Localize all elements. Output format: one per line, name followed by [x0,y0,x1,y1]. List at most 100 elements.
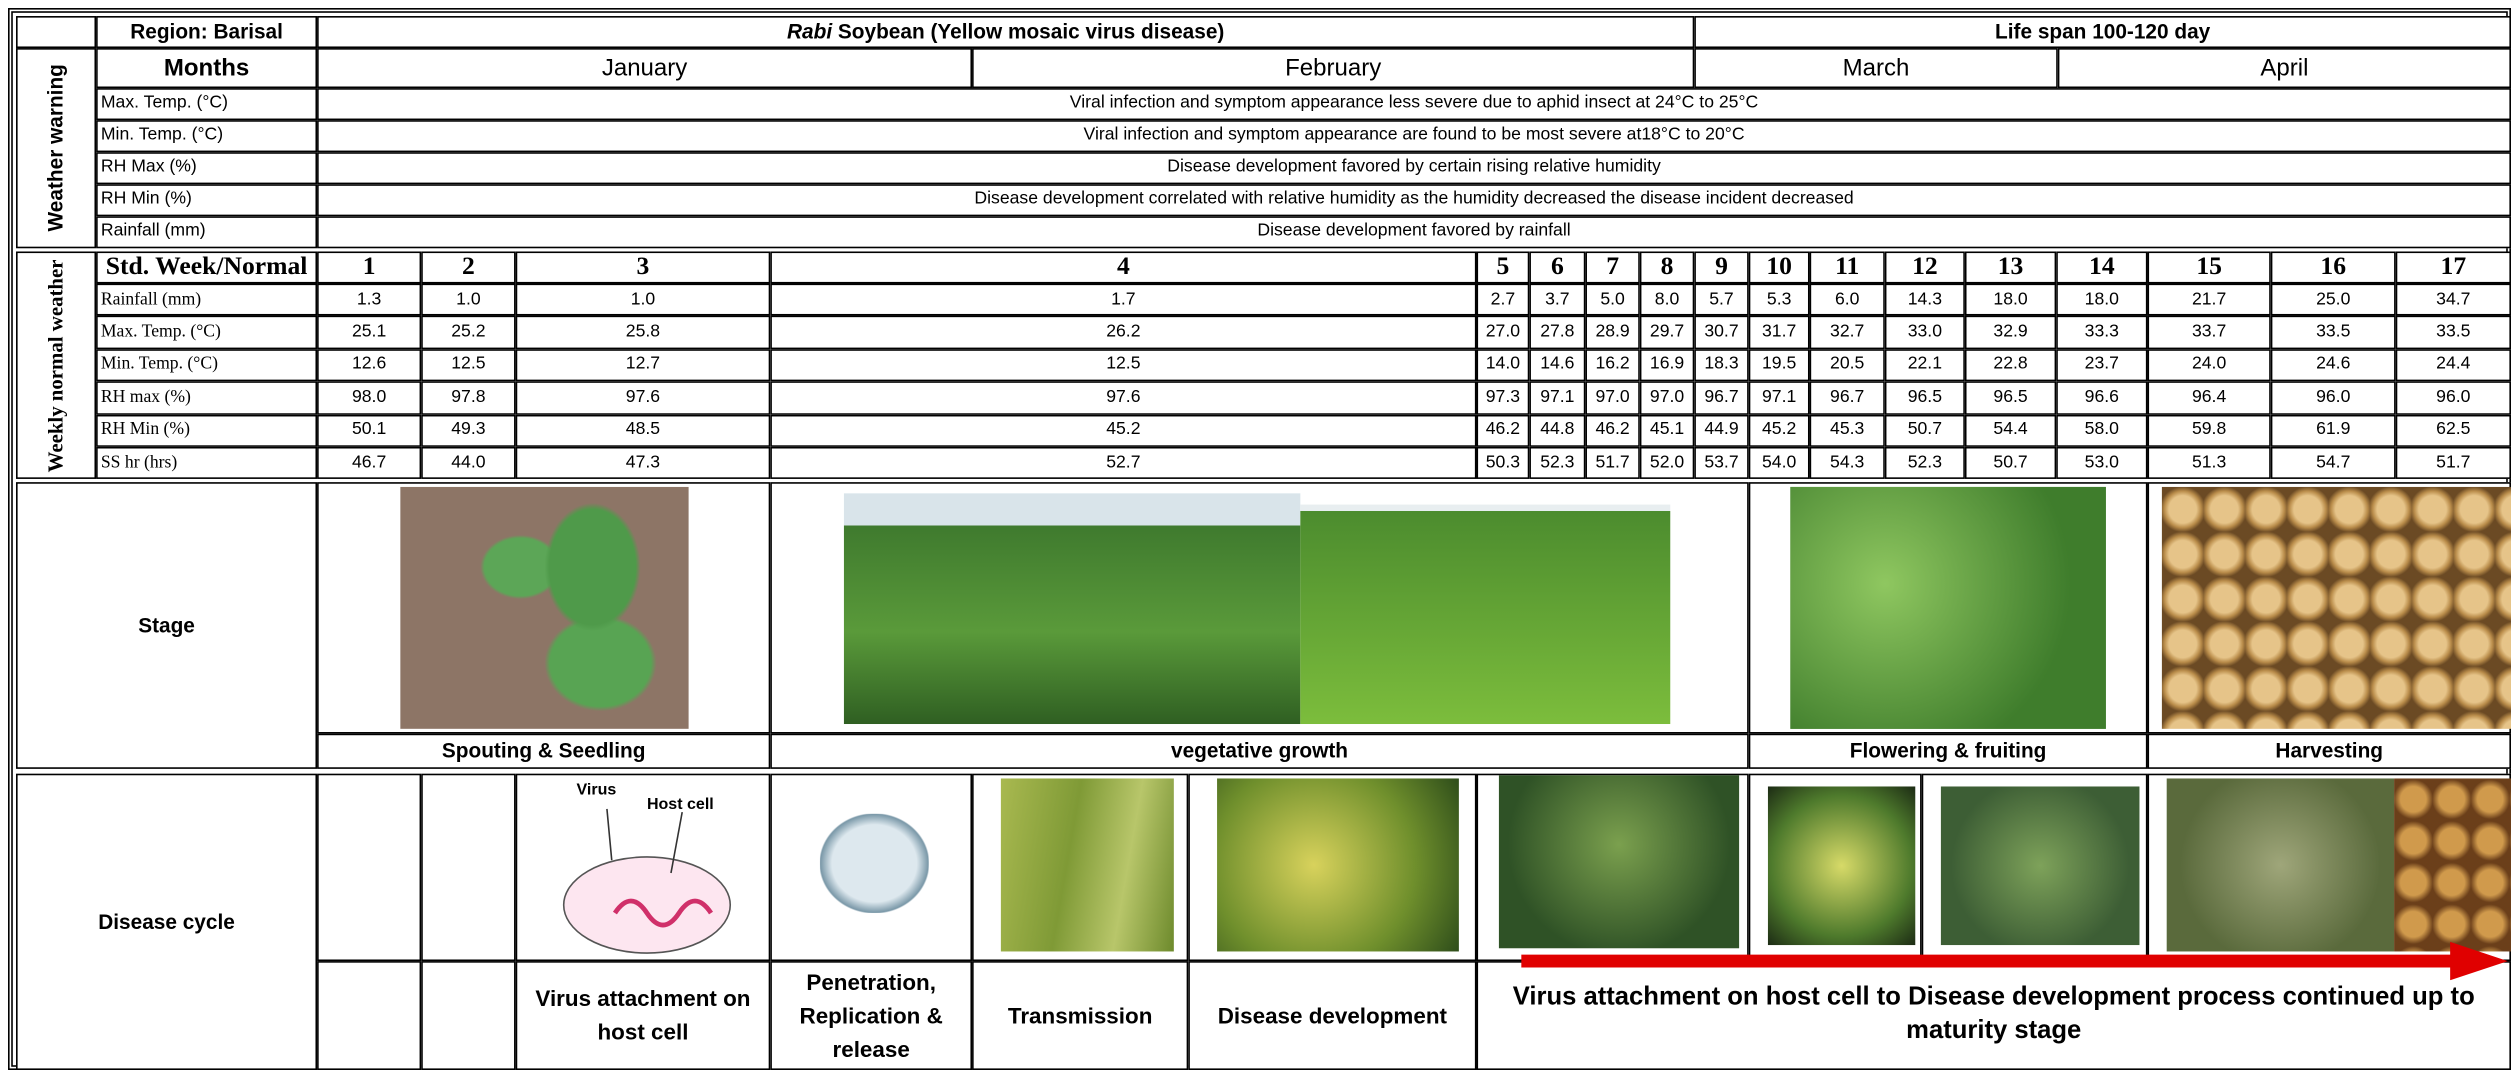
value: 62.5 [2396,414,2511,447]
value: 24.0 [2147,349,2270,382]
value: 98.0 [317,382,421,415]
value: 27.0 [1476,316,1529,349]
stage-label: Stage [16,482,317,769]
value: 12.5 [421,349,515,382]
blank-cell [317,961,421,1070]
value: 59.8 [2147,414,2270,447]
value: 24.4 [2396,349,2511,382]
week-number: 5 [1476,251,1529,283]
region: Region: Barisal [96,16,317,48]
value: 2.7 [1476,284,1529,317]
photo-cell [317,774,421,961]
value: 14.3 [1885,284,1965,317]
leaf-photo [1941,786,2140,945]
value: 97.3 [1476,382,1529,415]
field-photo [1300,505,1670,724]
leaf-photo [1001,778,1174,951]
parameter: Min. Temp. (°C) [96,120,317,152]
value: 19.5 [1749,349,1810,382]
side-label: Weekly normal weather [16,251,96,478]
value: 27.8 [1529,316,1585,349]
host-cell-label: Host cell [647,796,759,818]
title-italic: Rabi [787,20,832,45]
parameter: Rainfall (mm) [96,216,317,248]
plant-photo [2167,778,2394,951]
value: 51.7 [1585,447,1639,480]
week-number: 15 [2147,251,2270,283]
value: 12.5 [770,349,1476,382]
value: 54.7 [2271,447,2396,480]
value: 25.1 [317,316,421,349]
value: 53.0 [2056,447,2147,480]
stage-phase: Flowering & fruiting [1749,734,2148,769]
disease-step: Disease development [1188,961,1476,1070]
parameter: RH Min (%) [96,184,317,216]
month: April [2058,48,2511,88]
week-number: 13 [1965,251,2056,283]
side-label: Weather warning [16,48,96,248]
arrow [1505,942,2511,980]
document: Region: BarisalRabi Soybean (Yellow mosa… [0,0,2511,1070]
parameter: Max. Temp. (°C) [96,88,317,120]
value: 33.7 [2147,316,2270,349]
value: 50.1 [317,414,421,447]
warning-note: Disease development correlated with rela… [317,184,2511,216]
parameter: RH Max (%) [96,152,317,184]
value: 5.7 [1694,284,1748,317]
value: 12.7 [516,349,771,382]
week-number: 12 [1885,251,1965,283]
week-number: 6 [1529,251,1585,283]
months-label: Months [96,48,317,88]
value: 96.5 [1965,382,2056,415]
seedling-photo [400,487,688,729]
week-number: 7 [1585,251,1639,283]
value: 97.6 [770,382,1476,415]
value: 16.9 [1640,349,1694,382]
value: 33.5 [2396,316,2511,349]
value: 20.5 [1810,349,1885,382]
week-number: 2 [421,251,515,283]
value: 54.4 [1965,414,2056,447]
parameter: SS hr (hrs) [96,447,317,480]
parameter: Rainfall (mm) [96,284,317,317]
value: 32.7 [1810,316,1885,349]
value: 45.1 [1640,414,1694,447]
disease-step: Virus attachment on host cell [516,961,771,1070]
value: 46.7 [317,447,421,480]
warning-note: Viral infection and symptom appearance a… [317,120,2511,152]
value: 8.0 [1640,284,1694,317]
value: 34.7 [2396,284,2511,317]
value: 52.3 [1529,447,1585,480]
disease-label: Disease cycle [16,774,317,1070]
value: 97.0 [1585,382,1639,415]
leaf-photo [1768,786,1915,945]
value: 96.7 [1810,382,1885,415]
soybean-photo [2162,487,2511,729]
value: 49.3 [421,414,515,447]
value: 58.0 [2056,414,2147,447]
value: 18.0 [2056,284,2147,317]
plant-photo [1499,775,1739,948]
value: 3.7 [1529,284,1585,317]
value: 50.7 [1965,447,2056,480]
value: 52.7 [770,447,1476,480]
value: 45.3 [1810,414,1885,447]
arrow-head [2450,942,2508,980]
parameter: RH Min (%) [96,414,317,447]
week-number: 14 [2056,251,2147,283]
value: 97.6 [516,382,771,415]
value: 97.8 [421,382,515,415]
value: 96.4 [2147,382,2270,415]
value: 28.9 [1585,316,1639,349]
value: 45.2 [770,414,1476,447]
value: 97.1 [1749,382,1810,415]
value: 25.8 [516,316,771,349]
value: 54.0 [1749,447,1810,480]
week-number: 17 [2396,251,2511,283]
value: 22.1 [1885,349,1965,382]
value: 46.2 [1476,414,1529,447]
value: 24.6 [2271,349,2396,382]
value: 33.3 [2056,316,2147,349]
week-number: 3 [516,251,771,283]
